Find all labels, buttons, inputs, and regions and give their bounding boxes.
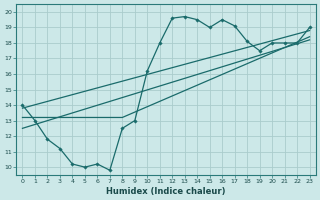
X-axis label: Humidex (Indice chaleur): Humidex (Indice chaleur) — [106, 187, 226, 196]
